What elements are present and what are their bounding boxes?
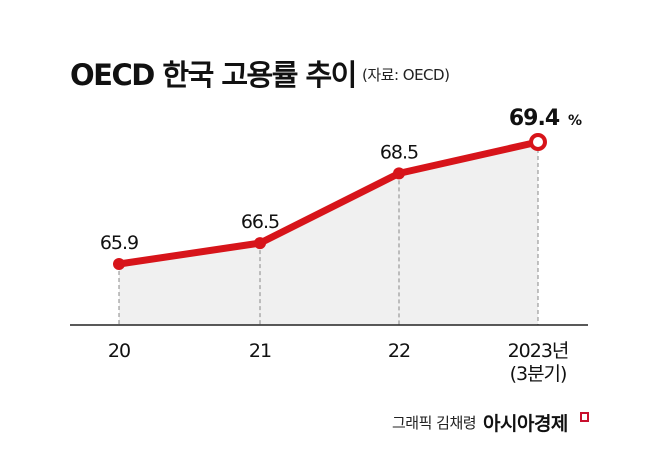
brand-mark-icon — [580, 412, 589, 422]
data-point — [254, 237, 266, 250]
brand-logo: 아시아경제 — [483, 413, 568, 435]
x-tick-label: 20 — [108, 340, 130, 362]
data-label: 65.9 — [100, 232, 138, 254]
data-point — [393, 167, 405, 180]
chart-title: OECD 한국 고용률 추이 — [70, 58, 357, 92]
series-line — [118, 138, 539, 268]
x-tick-label: 22 — [388, 340, 410, 362]
unit-label: % — [568, 113, 582, 129]
data-point-highlight — [529, 133, 547, 151]
x-tick-label: 21 — [249, 340, 271, 362]
data-label: 69.4 — [509, 106, 560, 131]
data-point — [113, 258, 125, 270]
data-label: 66.5 — [241, 211, 279, 233]
graphic-credit: 그래픽 김채령 — [392, 414, 477, 432]
x-tick-label: 2023년 — [508, 340, 569, 362]
area-fill — [119, 142, 538, 325]
x-tick-sublabel: (3분기) — [510, 363, 567, 385]
data-label: 68.5 — [380, 141, 418, 163]
source-note: (자료: OECD) — [362, 66, 450, 84]
